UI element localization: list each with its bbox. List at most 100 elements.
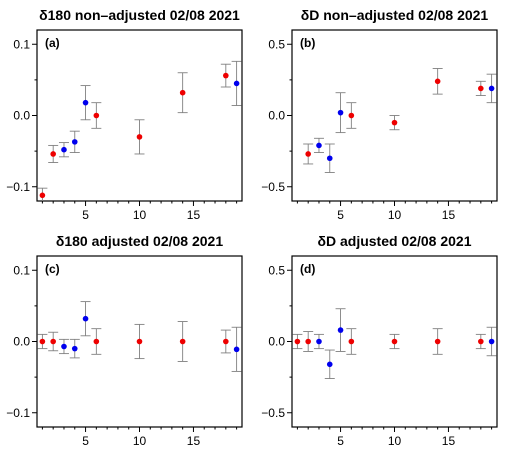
marker-red [434,78,441,85]
data-point-blue [335,308,346,352]
marker-red [348,338,355,345]
data-layer [37,301,242,372]
y-tick-label: 0.0 [268,335,285,349]
x-tick-label: 15 [442,208,456,222]
data-point-red [91,102,102,129]
marker-blue [233,346,240,353]
data-point-red [432,68,443,95]
x-tick-label: 15 [187,434,201,448]
panel-b: δD non–adjusted 02/08 2021 (b) 5 10 15 −0.5 0.… [261,7,498,222]
marker-blue [71,139,78,145]
x-tick-label: 5 [337,434,344,448]
y-tick-label: −0.5 [261,406,285,420]
data-point-blue [486,73,497,104]
marker-red [391,119,398,126]
data-point-red [292,333,303,350]
marker-blue [316,338,322,345]
panel-label: (c) [45,262,60,276]
x-tick-label: 10 [388,208,402,222]
data-point-blue [80,85,91,121]
panel-title: δ180 adjusted 02/08 2021 [56,233,223,249]
marker-red [50,151,56,157]
panel-title: δ180 non–adjusted 02/08 2021 [39,7,240,23]
data-point-blue [486,326,497,357]
x-tick-label: 15 [442,434,456,448]
marker-red [93,338,100,345]
data-point-red [177,321,188,362]
marker-blue [337,327,344,333]
x-tick-label: 10 [133,434,147,448]
data-layer [37,60,242,201]
marker-blue [61,146,67,153]
data-point-blue [324,143,335,173]
marker-red [136,338,143,345]
data-point-blue [69,338,80,359]
panel-title: δD adjusted 02/08 2021 [317,233,471,249]
marker-blue [326,155,333,162]
marker-red [348,112,355,119]
x-tick-label: 5 [82,434,89,448]
marker-red [223,72,229,79]
marker-red [39,338,46,345]
marker-red [93,112,100,119]
data-point-blue [80,301,91,337]
marker-blue [316,142,322,149]
data-point-red [177,72,188,114]
data-layer [303,68,497,173]
marker-red [294,338,301,345]
data-point-red [389,333,400,350]
panel-title: δD non–adjusted 02/08 2021 [301,7,489,23]
panel-d: δD adjusted 02/08 2021(d) 5 10 15 −0.5 0.0 0.5 [261,233,498,448]
data-point-red [37,187,48,201]
marker-red [478,85,484,92]
panel-label: (b) [300,36,315,50]
data-point-blue [231,326,242,372]
marker-red [179,338,186,345]
y-tick-label: 0.5 [268,263,285,277]
panel-a: δ180 non–adjusted 02/08 2021 (a) 5 10 15 −0.1… [6,7,243,222]
marker-blue [61,343,67,350]
data-point-blue [58,338,69,355]
data-point-red [134,119,145,155]
marker-red [179,89,186,96]
marker-red [305,151,311,157]
x-tick-label: 5 [82,208,89,222]
data-point-blue [231,60,242,106]
data-point-blue [313,333,324,350]
y-tick-label: 0.1 [13,263,30,277]
data-point-red [134,323,145,360]
data-point-red [389,115,400,131]
data-point-red [432,328,443,355]
data-point-red [475,333,486,350]
marker-red [434,338,441,345]
panel-label: (d) [300,262,315,276]
data-point-red [346,102,357,129]
y-tick-label: −0.1 [6,406,30,420]
data-point-blue [324,349,335,379]
marker-red [136,134,143,140]
marker-red [50,338,56,345]
marker-red [391,338,398,345]
marker-blue [337,109,344,116]
marker-red [478,338,484,345]
y-tick-label: 0.0 [13,335,30,349]
y-tick-label: 0.0 [13,109,30,123]
data-point-red [303,143,314,165]
marker-blue [82,99,89,106]
marker-red [305,338,311,345]
y-tick-label: −0.5 [261,180,285,194]
data-point-red [220,63,231,88]
marker-blue [488,85,495,92]
data-point-blue [335,92,346,134]
marker-blue [82,315,89,322]
marker-blue [71,345,78,352]
data-point-blue [58,142,69,158]
x-tick-label: 15 [187,208,201,222]
plot-frame [36,29,243,202]
data-point-red [220,329,231,354]
y-tick-label: 0.5 [268,37,285,51]
data-point-red [346,328,357,355]
y-tick-label: 0.1 [13,37,30,51]
data-point-red [37,333,48,350]
